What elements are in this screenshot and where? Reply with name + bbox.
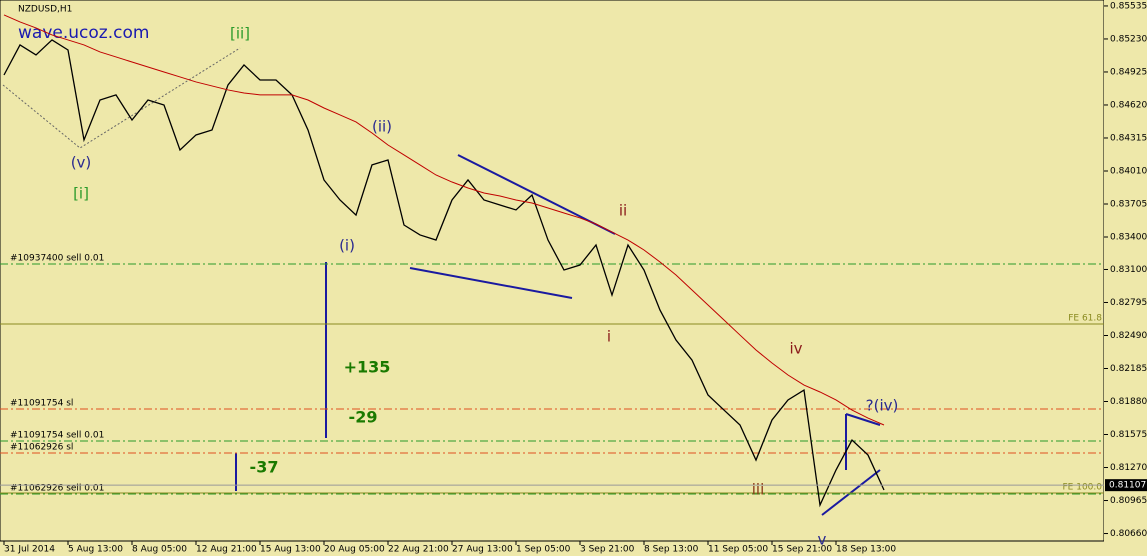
last-price-box: [1105, 479, 1147, 492]
level-label: #11091754 sl: [10, 398, 73, 408]
x-tick-label: 18 Sep 13:00: [836, 545, 896, 555]
wave-label: +135: [344, 358, 391, 377]
price-axis: [1104, 0, 1147, 556]
y-tick-label: 0.84925: [1110, 67, 1147, 77]
y-tick-label: 0.80965: [1110, 496, 1147, 506]
wave-label: i: [607, 328, 611, 346]
y-tick-label: 0.81575: [1110, 430, 1147, 440]
chart-title: NZDUSD,H1: [18, 5, 72, 15]
x-tick-label: 8 Aug 05:00: [132, 545, 187, 555]
y-tick-label: 0.84315: [1110, 133, 1147, 143]
y-tick-label: 0.82795: [1110, 298, 1147, 308]
level-label: #11062926 sell 0.01: [10, 484, 104, 494]
y-tick-label: 0.84010: [1110, 166, 1147, 176]
x-tick-label: 22 Aug 21:00: [388, 545, 449, 555]
y-tick-label: 0.82185: [1110, 364, 1147, 374]
wave-label: -37: [250, 458, 279, 477]
last-price-label: 0.81107: [1109, 481, 1146, 491]
y-tick-label: 0.80660: [1110, 529, 1147, 539]
moving-average: [3, 14, 885, 426]
wave-label: [ii]: [230, 25, 250, 43]
x-tick-label: 5 Aug 13:00: [68, 545, 123, 555]
x-tick-label: 15 Sep 21:00: [772, 545, 832, 555]
watermark: wave.ucoz.com: [18, 23, 149, 43]
y-tick-label: 0.83100: [1110, 265, 1147, 275]
y-tick-label: 0.81270: [1110, 463, 1147, 473]
trend-line: [821, 469, 881, 516]
level-label: FE 100.0: [1063, 483, 1103, 493]
x-tick-label: 15 Aug 13:00: [260, 545, 321, 555]
level-label: #11062926 sl: [10, 443, 73, 453]
y-tick-label: 0.82490: [1110, 331, 1147, 341]
price-line: [3, 39, 885, 508]
trend-line: [845, 413, 881, 426]
x-tick-label: 27 Aug 13:00: [452, 545, 513, 555]
wave-label: ii: [619, 202, 627, 220]
x-tick-label: 20 Aug 05:00: [324, 545, 385, 555]
y-tick-label: 0.81880: [1110, 397, 1147, 407]
wave-label: v: [818, 531, 827, 549]
trend-line: [409, 267, 573, 299]
wave-label: iv: [789, 340, 802, 358]
wave-label: (i): [339, 237, 355, 255]
y-tick-label: 0.84620: [1110, 100, 1147, 110]
wave-guide: [2, 47, 241, 149]
wave-label: (v): [71, 154, 92, 172]
y-tick-label: 0.83705: [1110, 199, 1147, 209]
x-tick-label: 8 Sep 13:00: [644, 545, 699, 555]
x-tick-label: 12 Aug 21:00: [196, 545, 257, 555]
level-label: FE 61.8: [1068, 314, 1102, 324]
level-label: #11091754 sell 0.01: [10, 431, 104, 441]
level-label: #10937400 sell 0.01: [10, 253, 104, 263]
y-tick-label: 0.83400: [1110, 233, 1147, 243]
wave-label: (ii): [372, 118, 392, 136]
x-tick-label: 11 Sep 05:00: [708, 545, 768, 555]
wave-label: -29: [349, 408, 378, 427]
wave-label: iii: [752, 481, 765, 499]
plot-area: [0, 0, 1105, 542]
x-tick-label: 31 Jul 2014: [4, 545, 55, 555]
y-tick-label: 0.85230: [1110, 34, 1147, 44]
wave-label: [i]: [73, 185, 89, 203]
x-tick-label: 1 Sep 05:00: [516, 545, 571, 555]
y-tick-label: 0.85535: [1110, 1, 1147, 11]
wave-label: ?(iv): [866, 397, 899, 415]
x-tick-label: 3 Sep 21:00: [580, 545, 635, 555]
